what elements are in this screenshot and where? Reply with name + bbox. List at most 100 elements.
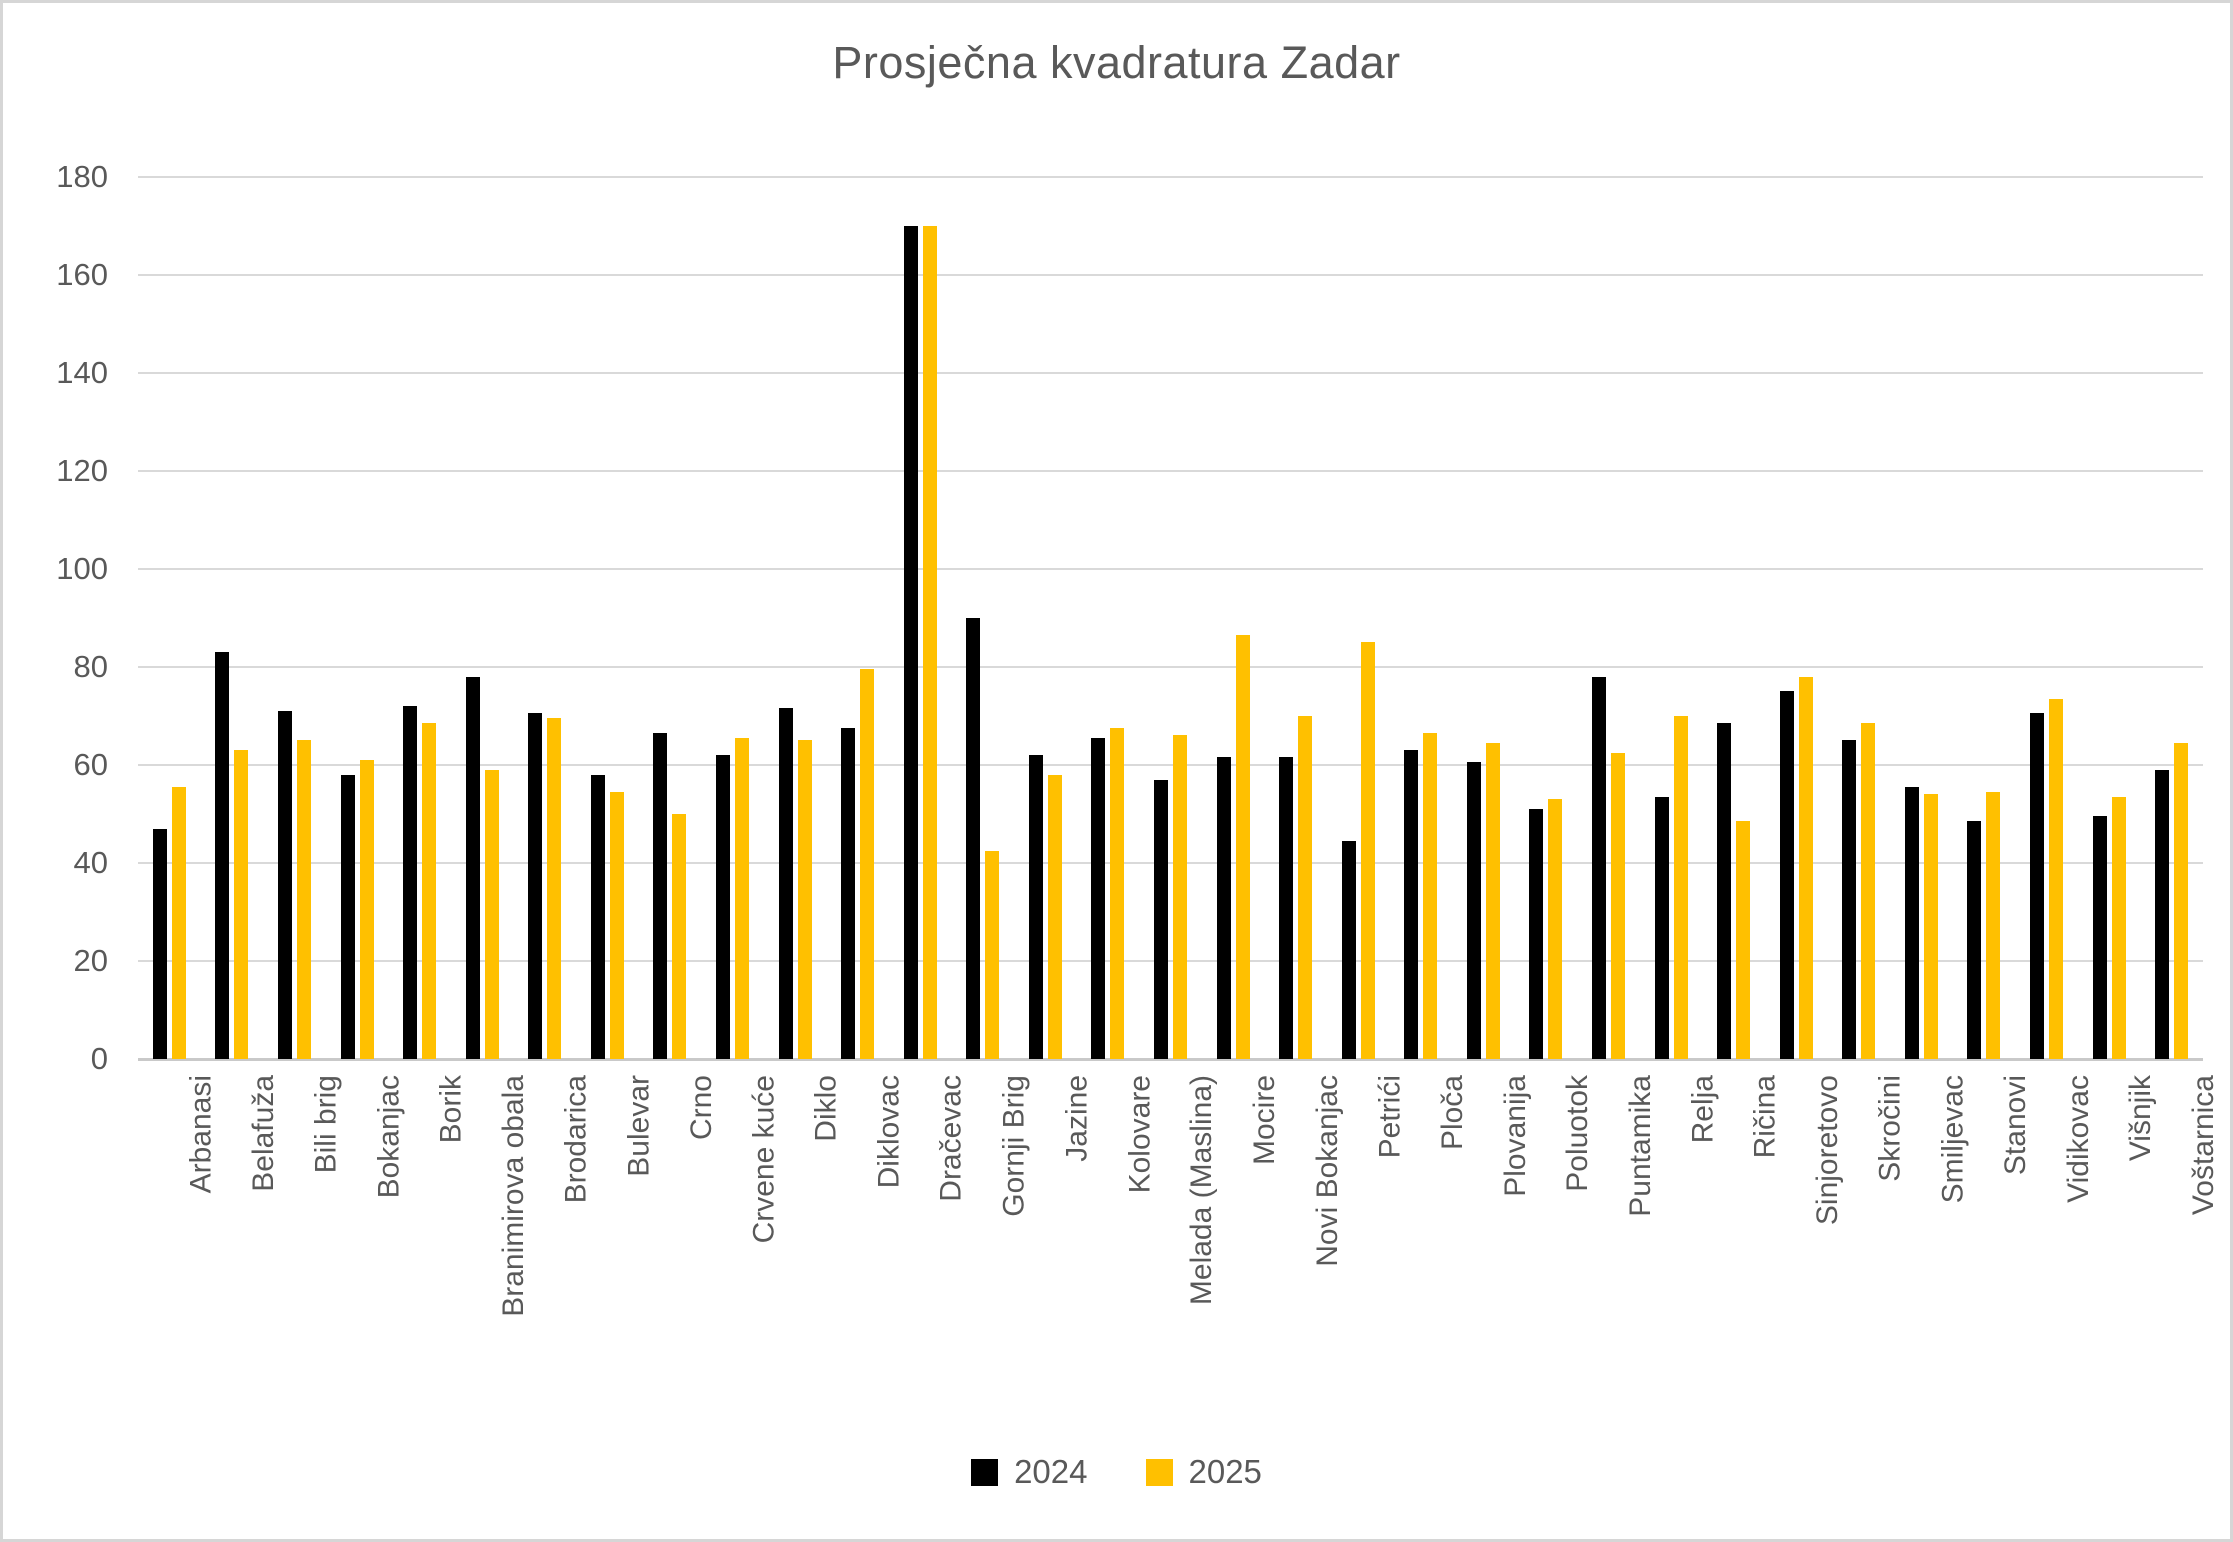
y-axis-label: 20: [73, 942, 108, 978]
x-axis-label: Puntamika: [1623, 1075, 1657, 1217]
bar-2025-Vidikovac: [2049, 698, 2064, 1059]
gridline: [138, 763, 2203, 766]
bar-2025-Plovanija: [1485, 742, 1500, 1059]
bar-2024-Jazine: [1028, 755, 1043, 1059]
x-axis-label: Stanovi: [1998, 1075, 2032, 1176]
bar-2025-Sinjoretovo: [1798, 676, 1813, 1059]
x-axis-label: Kolovare: [1122, 1075, 1156, 1194]
y-axis-label: 160: [56, 256, 108, 292]
x-axis-line: [138, 1058, 2203, 1061]
bar-2024-Branimirova obala: [465, 676, 480, 1059]
bar-2025-Bokanjac: [359, 759, 374, 1059]
bar-2025-Ričina: [1736, 821, 1751, 1059]
bar-2024-Mocire: [1216, 757, 1231, 1059]
bar-2025-Relja: [1673, 715, 1688, 1059]
y-axis-label: 100: [56, 550, 108, 586]
chart-title: Prosječna kvadratura Zadar: [832, 37, 1401, 88]
bar-2025-Bili brig: [296, 740, 311, 1059]
bar-2024-Stanovi: [1967, 821, 1982, 1059]
x-axis-label: Arbanasi: [184, 1075, 218, 1194]
bar-2024-Belafuža: [215, 652, 230, 1059]
bar-2024-Višnjik: [2092, 816, 2107, 1059]
x-axis-label: Skročini: [1873, 1075, 1907, 1182]
gridline: [138, 861, 2203, 864]
x-axis-label: Bokanjac: [372, 1075, 405, 1199]
gridline: [138, 469, 2203, 472]
bar-2024-Plovanija: [1466, 762, 1481, 1059]
bar-2024-Smiljevac: [1904, 786, 1919, 1059]
bar-2025-Gornji Brig: [985, 850, 1000, 1059]
x-axis-label: Brodarica: [559, 1075, 593, 1204]
bar-2024-Bulevar: [590, 774, 605, 1059]
bar-2025-Skročini: [1861, 723, 1876, 1059]
gridline: [138, 273, 2203, 276]
x-axis-label: Petrići: [1373, 1075, 1407, 1159]
bar-2025-Branimirova obala: [484, 769, 499, 1059]
bar-2024-Crno: [653, 732, 668, 1059]
x-axis-label: Diklovac: [872, 1075, 906, 1189]
bar-2024-Brodarica: [528, 713, 543, 1059]
x-axis-label: Poluotok: [1560, 1075, 1594, 1192]
bar-2025-Borik: [422, 723, 437, 1059]
bar-2024-Ričina: [1717, 723, 1732, 1059]
bar-2025-Diklo: [797, 740, 812, 1059]
bar-2024-Bokanjac: [340, 774, 355, 1059]
bar-2025-Jazine: [1047, 774, 1062, 1059]
x-axis-label: Branimirova obala: [497, 1075, 531, 1317]
bar-2024-Puntamika: [1592, 676, 1607, 1059]
bar-2025-Crno: [672, 813, 687, 1059]
x-axis-label: Bili brig: [309, 1075, 343, 1174]
bar-2025-Diklovac: [860, 669, 875, 1059]
y-axis-label: 80: [73, 648, 108, 684]
bar-2025-Petrići: [1360, 642, 1375, 1059]
legend-swatch-2024: [971, 1458, 999, 1486]
bar-2025-Belafuža: [234, 750, 249, 1059]
y-axis-label: 180: [56, 158, 108, 194]
gridline: [138, 665, 2203, 668]
bar-2024-Voštarnica: [2155, 769, 2170, 1059]
bar-2025-Voštarnica: [2174, 742, 2189, 1059]
legend-item-2024: 2024: [971, 1453, 1088, 1491]
bar-2024-Crvene kuće: [715, 755, 730, 1059]
bar-2024-Bili brig: [277, 710, 292, 1059]
bar-2024-Melada (Maslina): [1154, 779, 1168, 1059]
x-axis-label: Plovanija: [1498, 1075, 1532, 1197]
y-axis-label: 120: [56, 452, 108, 488]
y-axis-label: 140: [56, 354, 108, 390]
bar-2024-Poluotok: [1529, 808, 1544, 1059]
bar-2024-Skročini: [1842, 740, 1857, 1059]
bar-2025-Stanovi: [1986, 791, 2001, 1059]
x-axis-label: Melada (Maslina): [1185, 1075, 1219, 1306]
x-axis-label: Crvene kuće: [747, 1075, 781, 1244]
x-axis-label: Bulevar: [622, 1075, 656, 1177]
bar-2024-Petrići: [1341, 840, 1356, 1059]
legend-item-2025: 2025: [1145, 1453, 1262, 1491]
x-axis-label: Gornji Brig: [997, 1075, 1031, 1217]
bar-2024-Relja: [1654, 796, 1669, 1059]
x-axis-label: Ploča: [1435, 1075, 1469, 1151]
bar-2025-Brodarica: [547, 718, 562, 1059]
legend-label-2024: 2024: [1014, 1453, 1088, 1490]
bar-2024-Sinjoretovo: [1779, 691, 1794, 1059]
bar-2025-Dračevac: [922, 225, 937, 1059]
x-axis-label: Borik: [434, 1075, 468, 1144]
bar-2025-Melada (Maslina): [1173, 735, 1187, 1059]
bar-2024-Vidikovac: [2030, 713, 2045, 1059]
y-axis-label: 40: [73, 844, 108, 880]
bar-2025-Puntamika: [1611, 752, 1626, 1059]
y-axis-label: 60: [73, 746, 108, 782]
bar-2024-Ploča: [1404, 750, 1419, 1059]
bar-2025-Crvene kuće: [734, 737, 749, 1059]
bar-2024-Borik: [403, 706, 418, 1059]
bar-2024-Novi Bokanjac: [1279, 757, 1294, 1059]
x-axis-label: Voštarnica: [2186, 1075, 2220, 1216]
x-axis-label: Belafuža: [246, 1075, 280, 1192]
bar-2025-Mocire: [1235, 634, 1250, 1059]
x-axis-label: Jazine: [1060, 1075, 1094, 1162]
bar-2025-Smiljevac: [1923, 794, 1938, 1059]
bar-2024-Kolovare: [1091, 737, 1106, 1059]
bar-2025-Poluotok: [1548, 799, 1563, 1059]
x-axis-label: Vidikovac: [2061, 1075, 2095, 1203]
bar-2024-Diklovac: [841, 728, 856, 1059]
